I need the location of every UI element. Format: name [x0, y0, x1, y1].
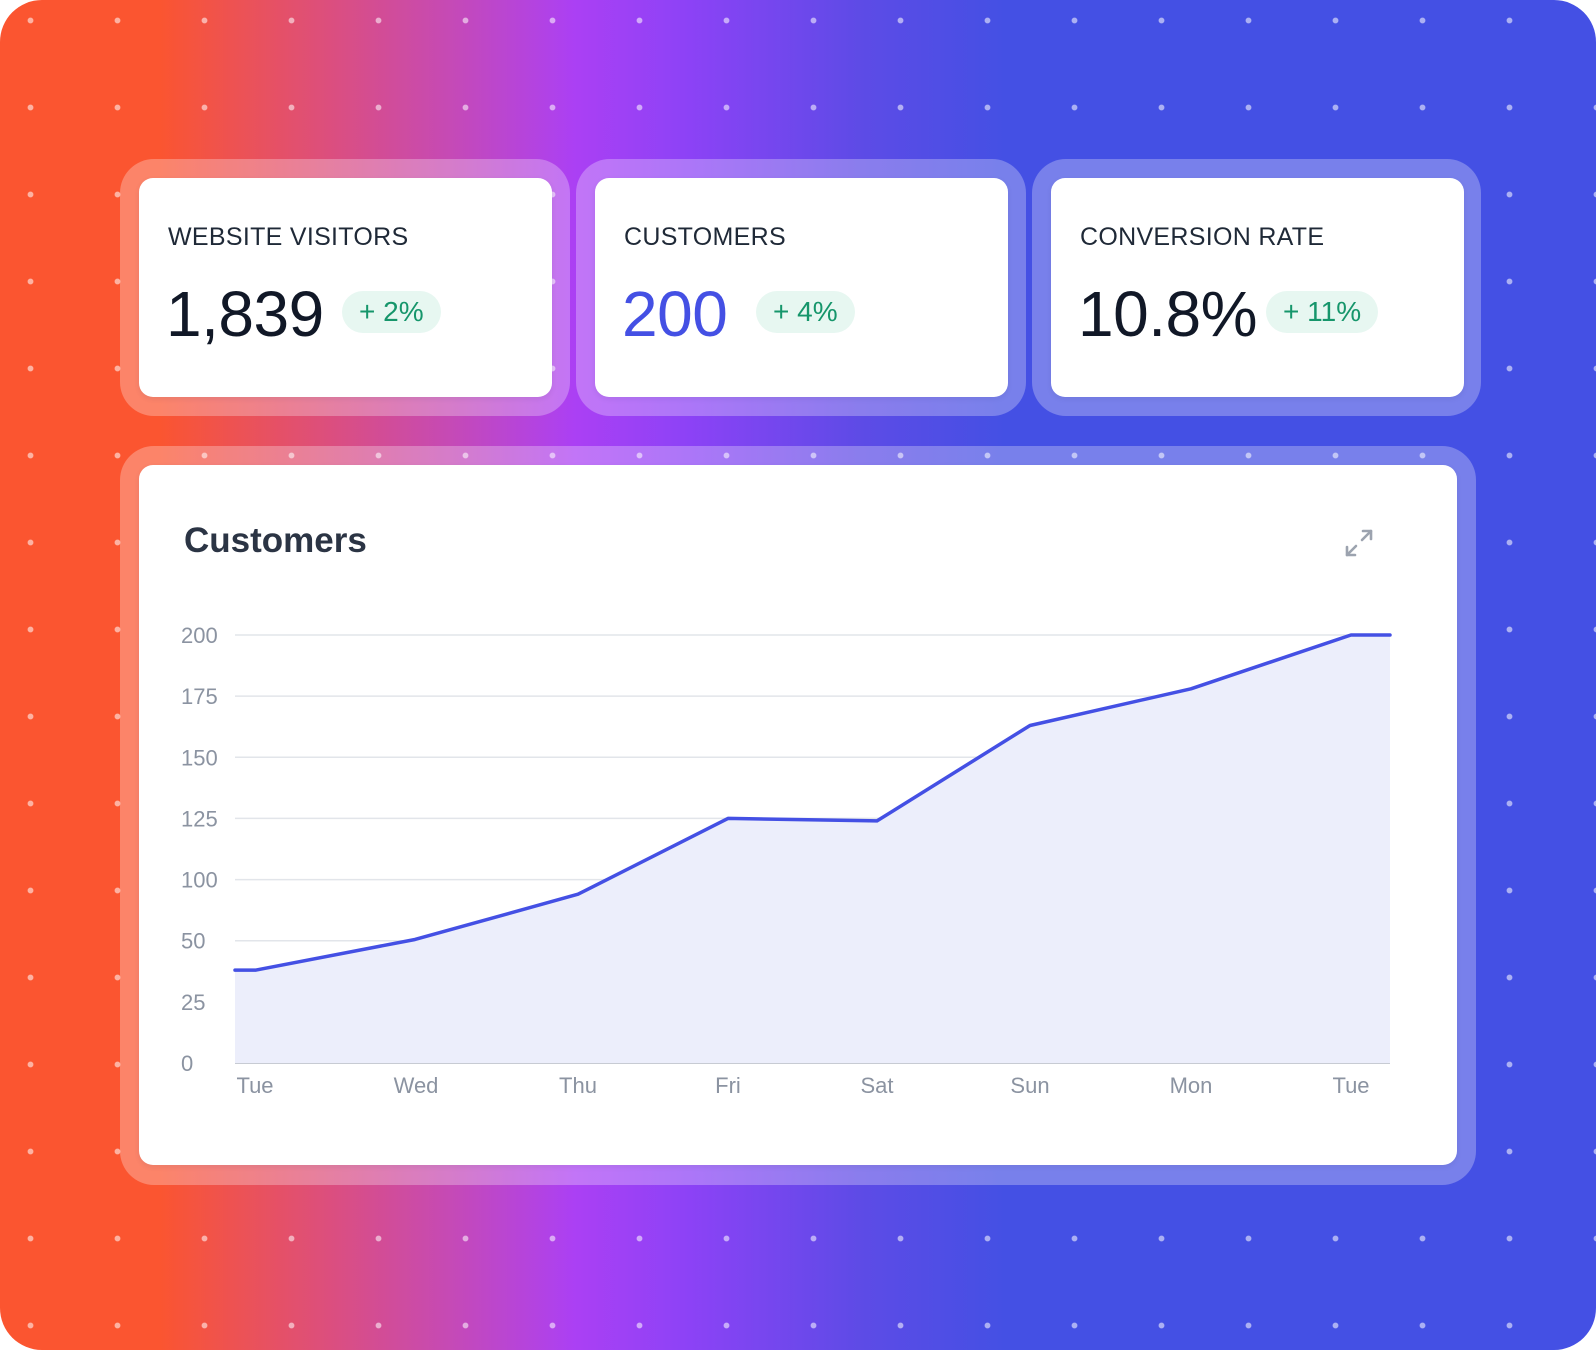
x-tick-label: Mon — [1170, 1073, 1213, 1098]
stat-value: 1,839 — [166, 278, 324, 350]
customers-chart-card: Customers 0 25 50 100 125 150 175 200 Tue Wed Thu F… — [139, 465, 1457, 1165]
series-area-fill — [235, 635, 1390, 1063]
chart-title: Customers — [184, 521, 367, 560]
stat-label: WEBSITE VISITORS — [168, 223, 409, 251]
stat-value: 200 — [622, 278, 728, 350]
x-tick-label: Thu — [559, 1073, 597, 1098]
series-line — [233, 633, 1392, 972]
stat-label: CONVERSION RATE — [1080, 223, 1325, 251]
stat-label: CUSTOMERS — [624, 223, 786, 251]
y-tick-label: 200 — [181, 623, 218, 648]
customers-area-chart: 0 25 50 100 125 150 175 200 Tue Wed Thu Fri Sat Sun Mo… — [181, 623, 1392, 1098]
stat-card-conversion-rate: CONVERSION RATE 10.8% + 11% — [1051, 178, 1464, 397]
x-tick-label: Tue — [1332, 1073, 1369, 1098]
x-tick-label: Sat — [860, 1073, 893, 1098]
y-tick-label: 25 — [181, 990, 205, 1015]
x-tick-label: Tue — [236, 1073, 273, 1098]
y-tick-label: 100 — [181, 868, 218, 893]
y-tick-label: 175 — [181, 684, 218, 709]
stat-card-customers: CUSTOMERS 200 + 4% — [595, 178, 1008, 397]
change-badge: + 2% — [342, 291, 441, 333]
x-tick-label: Wed — [394, 1073, 439, 1098]
x-tick-label: Sun — [1010, 1073, 1049, 1098]
stat-card-website-visitors: WEBSITE VISITORS 1,839 + 2% — [139, 178, 552, 397]
change-badge: + 11% — [1266, 291, 1379, 333]
y-tick-label: 125 — [181, 806, 218, 831]
y-tick-label: 50 — [181, 929, 205, 954]
change-badge: + 4% — [756, 291, 855, 333]
expand-arrows-icon[interactable] — [1343, 527, 1375, 559]
stat-value: 10.8% — [1078, 278, 1257, 350]
y-tick-label: 150 — [181, 745, 218, 770]
y-tick-label: 0 — [181, 1051, 193, 1076]
x-tick-label: Fri — [715, 1073, 741, 1098]
